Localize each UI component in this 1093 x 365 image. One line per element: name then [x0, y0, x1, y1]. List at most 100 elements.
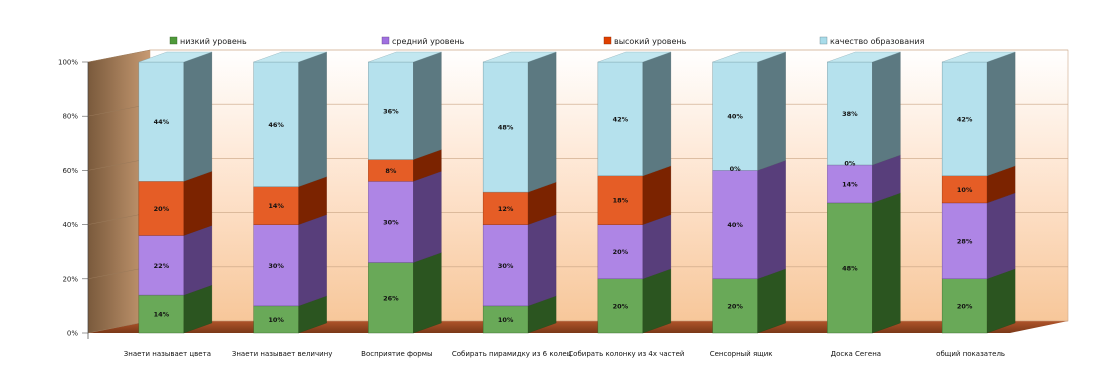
bar-side: [413, 171, 442, 263]
data-label: 30%: [383, 218, 399, 226]
bar-side: [986, 51, 1016, 177]
x-category-label: общий показатель: [936, 350, 1005, 358]
legend-entry: качество образования: [819, 36, 925, 46]
data-label: 10%: [498, 316, 514, 324]
bar-side: [298, 214, 327, 307]
x-category-label: Знаети называет величину: [232, 350, 333, 358]
bar-side: [183, 171, 213, 236]
legend-label: высокий уровень: [614, 37, 687, 46]
bar-segment: [253, 305, 299, 334]
bar-side: [298, 51, 327, 187]
bar-segment: [827, 164, 873, 204]
bar-segment: [712, 61, 758, 171]
bar-side: [986, 192, 1016, 280]
data-label: 44%: [154, 118, 170, 126]
y-tick-label: 0%: [67, 330, 78, 338]
y-tick-label: 100%: [58, 59, 78, 67]
data-label: 48%: [498, 124, 514, 132]
legend-entry: высокий уровень: [603, 36, 687, 46]
bar-segment: [827, 202, 873, 334]
bar-side: [757, 268, 786, 334]
data-label: 22%: [154, 262, 170, 270]
bar-top: [712, 51, 786, 63]
bar-segment: [941, 175, 988, 204]
data-label: 20%: [613, 248, 629, 256]
data-label: 10%: [957, 186, 973, 194]
bar-side: [527, 51, 557, 193]
data-label: 42%: [957, 115, 973, 123]
data-label: 30%: [498, 262, 514, 270]
data-label: 40%: [727, 221, 743, 229]
bar-side: [757, 160, 786, 280]
bar-top: [368, 51, 442, 63]
bar-side: [642, 214, 672, 280]
data-label: 8%: [385, 167, 397, 175]
bar-segment: [482, 224, 529, 307]
bar-segment: [368, 262, 414, 334]
x-category-label: Сенсорный ящик: [710, 350, 773, 358]
bar-top: [253, 51, 327, 63]
bar-segment: [827, 61, 873, 166]
data-label: 36%: [383, 107, 399, 115]
bar-top: [138, 51, 212, 63]
data-label: 20%: [154, 205, 170, 213]
bar-top: [827, 51, 901, 63]
bar-segment: [253, 61, 299, 187]
data-label: 46%: [268, 121, 284, 129]
bar-segment: [368, 181, 414, 263]
data-label: 28%: [957, 237, 973, 245]
data-label: 20%: [727, 302, 743, 310]
data-label: 12%: [498, 205, 514, 213]
bar-side: [642, 165, 672, 225]
bar-top: [597, 51, 671, 63]
legend-swatch: [603, 36, 612, 45]
bar-segment: [482, 61, 529, 193]
gridline-side: [87, 49, 151, 63]
bar-side: [872, 51, 901, 166]
legend-label: средний уровень: [392, 37, 465, 46]
bar-side: [183, 51, 213, 182]
data-label: 48%: [842, 264, 858, 272]
bar-segment: [597, 61, 644, 177]
bar-side: [872, 192, 901, 334]
data-label: 40%: [727, 113, 743, 121]
data-label: 14%: [842, 180, 858, 188]
x-category-label: Знаети называет цвета: [124, 350, 211, 358]
bar-segment: [482, 305, 529, 334]
bar-segment: [138, 61, 185, 182]
legend-swatch: [381, 36, 390, 45]
side-wall: [88, 50, 150, 333]
legend-label: качество образования: [830, 37, 925, 46]
data-label: 42%: [613, 115, 629, 123]
data-label: 0%: [730, 165, 742, 173]
legend-entry: низкий уровень: [169, 36, 247, 46]
y-tick-label: 40%: [62, 221, 78, 229]
bar-top: [942, 51, 1016, 63]
data-label: 20%: [957, 302, 973, 310]
x-category-label: Восприятие формы: [361, 350, 432, 358]
y-tick-label: 20%: [62, 275, 78, 283]
data-label: 10%: [268, 316, 284, 324]
bar-side: [413, 252, 442, 334]
data-label: 14%: [268, 202, 284, 210]
bar-segment: [368, 61, 414, 160]
bar-segment: [597, 175, 644, 225]
bar-segment: [138, 235, 185, 296]
legend-swatch: [169, 36, 178, 45]
bar-side: [642, 51, 672, 177]
data-label: 38%: [842, 110, 858, 118]
x-category-label: Собирать пирамидку из 6 колец: [452, 350, 572, 358]
data-label: 0%: [844, 159, 856, 167]
legend-entry: средний уровень: [381, 36, 465, 46]
data-label: 18%: [613, 197, 629, 205]
bar-segment: [138, 181, 185, 236]
data-label: 20%: [613, 302, 629, 310]
data-label: 26%: [383, 294, 399, 302]
x-category-label: Доска Сегена: [831, 350, 881, 358]
bar-side: [527, 214, 557, 307]
bar-side: [757, 51, 786, 171]
bar-side: [413, 51, 442, 160]
bar-segment: [253, 224, 299, 307]
data-label: 30%: [268, 262, 284, 270]
